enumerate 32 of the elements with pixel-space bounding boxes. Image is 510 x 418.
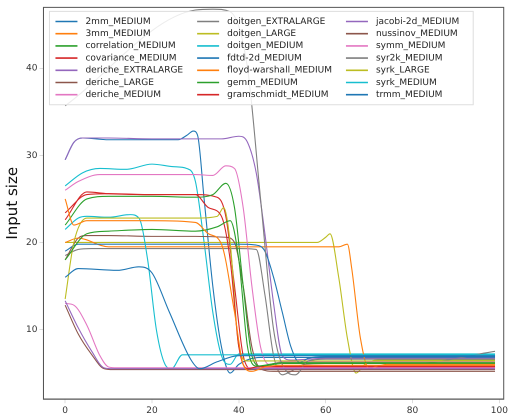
legend-label: gramschmidt_MEDIUM — [227, 90, 329, 100]
legend-label: 3mm_MEDIUM — [85, 29, 151, 40]
legend-label: doitgen_LARGE — [227, 29, 296, 40]
legend-label: trmm_MEDIUM — [376, 90, 442, 100]
legend-label: nussinov_MEDIUM — [376, 29, 458, 40]
y-tick-label: 40 — [26, 64, 38, 74]
legend-label: 2mm_MEDIUM — [85, 16, 151, 27]
legend-label: syrk_MEDIUM — [376, 78, 437, 88]
legend-label: deriche_MEDIUM — [85, 90, 161, 100]
legend-label: fdtd-2d_MEDIUM — [227, 53, 302, 64]
x-tick-label: 20 — [146, 406, 158, 416]
x-tick-label: 100 — [490, 406, 508, 416]
y-axis-title: Input size — [2, 166, 21, 240]
y-tick-label: 20 — [26, 238, 38, 248]
x-tick-label: 60 — [320, 406, 332, 416]
x-tick-label: 40 — [233, 406, 245, 416]
legend-label: gemm_MEDIUM — [227, 78, 298, 88]
x-tick-label: 80 — [406, 406, 419, 416]
legend-label: floyd-warshall_MEDIUM — [227, 66, 332, 76]
legend-label: symm_MEDIUM — [376, 41, 446, 52]
legend-label: covariance_MEDIUM — [85, 53, 177, 64]
y-tick-label: 10 — [26, 324, 38, 335]
legend-label: jacobi-2d_MEDIUM — [374, 16, 460, 27]
legend-label: syr2k_MEDIUM — [376, 53, 443, 64]
legend-label: correlation_MEDIUM — [85, 41, 176, 52]
legend-label: deriche_EXTRALARGE — [85, 66, 184, 76]
legend-label: deriche_LARGE — [85, 78, 154, 88]
x-tick-label: 0 — [62, 406, 68, 416]
y-tick-label: 30 — [26, 150, 38, 161]
legend-label: doitgen_MEDIUM — [227, 41, 304, 52]
legend-label: doitgen_EXTRALARGE — [227, 16, 326, 27]
legend-label: syrk_LARGE — [376, 66, 430, 76]
